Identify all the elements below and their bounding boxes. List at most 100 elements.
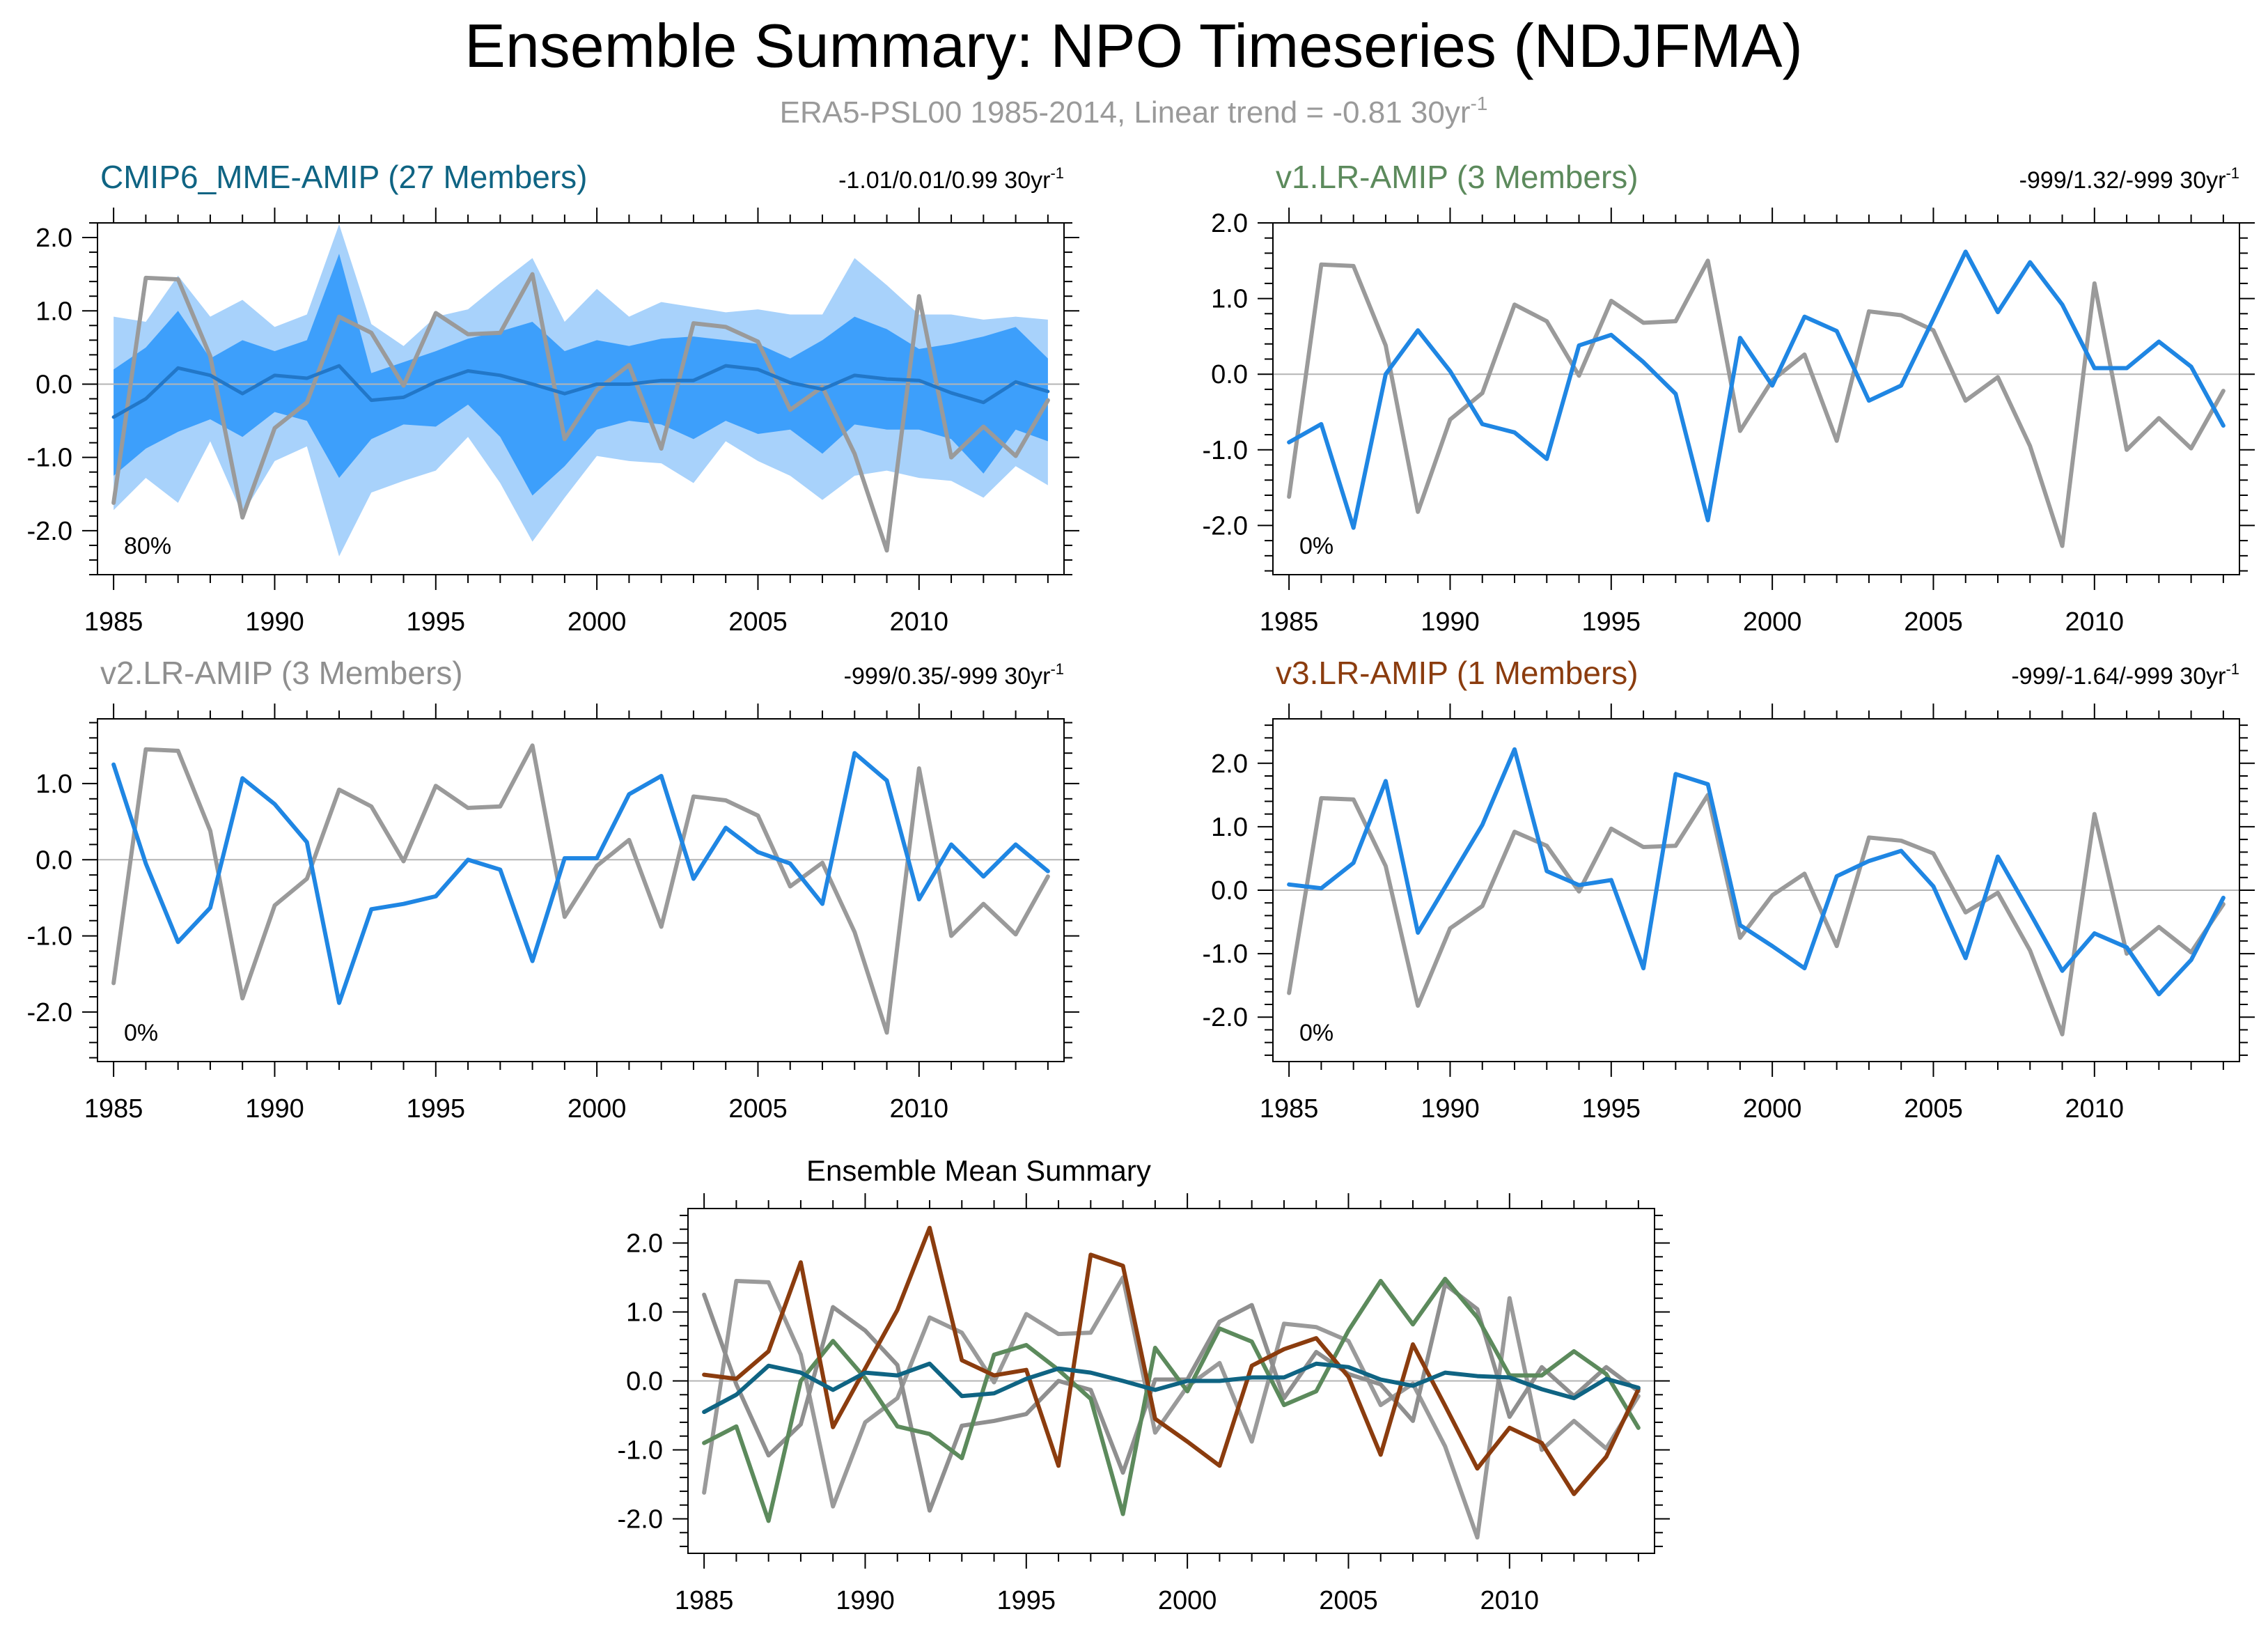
- plot-area: [1273, 249, 2239, 548]
- x-tick-label: 2010: [2065, 607, 2125, 637]
- y-tick-label: 2.0: [1211, 749, 1248, 779]
- plot-frame: [1272, 222, 2240, 575]
- trend-sup: -1: [2226, 660, 2239, 678]
- chart-panel-p5: 1985 1990 1995 2000 2005 2010 2.0 1.0 0.0 -1.0 -2.…: [618, 1154, 1670, 1615]
- y-tick-label: -1.0: [618, 1436, 663, 1466]
- y-tick-label: 2.0: [1211, 209, 1248, 238]
- y-tick-label: 2.0: [36, 224, 72, 253]
- x-tick-label: 1995: [407, 1094, 466, 1124]
- panel-title: v3.LR-AMIP (1 Members): [1276, 655, 1639, 691]
- plot-area: [1273, 747, 2239, 1036]
- y-tick-label: -1.0: [27, 444, 72, 473]
- panel-title: v1.LR-AMIP (3 Members): [1276, 159, 1639, 195]
- x-tick-label: 1990: [245, 607, 304, 637]
- y-tick-label: -1.0: [1203, 436, 1248, 465]
- x-tick-label: 2005: [728, 607, 788, 637]
- trend-text: -999/0.35/-999 30yr: [844, 663, 1051, 690]
- x-tick-label: 2010: [890, 607, 949, 637]
- x-tick-label: 1985: [1260, 1094, 1319, 1124]
- x-tick-label: 1995: [407, 607, 466, 637]
- x-axis: 1985 1990 1995 2000 2005 2010: [1260, 704, 2224, 1124]
- y-tick-label: 1.0: [1211, 285, 1248, 314]
- panel-title: Ensemble Mean Summary: [806, 1154, 1151, 1187]
- chart-panel-p3: 1985 1990 1995 2000 2005 2010 1.0 0.0 -1.0 -2.0 v2…: [27, 655, 1079, 1124]
- y-tick-label: 1.0: [36, 770, 72, 799]
- chart-panel-p2: 1985 1990 1995 2000 2005 2010 2.0 1.0 0.0 -1.0 -2.…: [1203, 159, 2255, 637]
- y-tick-label: -1.0: [1203, 940, 1248, 969]
- trend-sup: -1: [2226, 164, 2239, 182]
- panel-trend-label: -999/0.35/-999 30yr-1: [844, 660, 1064, 690]
- x-tick-label: 1990: [836, 1586, 895, 1615]
- series-line-v2-lr-amip-ensemble-mean: [111, 751, 1050, 1005]
- panel-title: CMIP6_MME-AMIP (27 Members): [100, 159, 588, 195]
- panel-corner-label: 0%: [1299, 533, 1334, 559]
- chart-panel-p1: 1985 1990 1995 2000 2005 2010 2.0 1.0 0.0 -1.0 -2.…: [27, 159, 1079, 637]
- y-tick-label: 0.0: [626, 1367, 663, 1397]
- x-tick-label: 2010: [890, 1094, 949, 1124]
- series-line-era5-psl00: [111, 743, 1050, 1035]
- y-tick-label: 2.0: [626, 1229, 663, 1259]
- series-line-era5-psl00: [1287, 793, 2226, 1036]
- x-tick-label: 1990: [1421, 1094, 1480, 1124]
- y-tick-label: 0.0: [36, 370, 72, 399]
- y-tick-label: 1.0: [626, 1298, 663, 1328]
- x-tick-label: 2000: [1743, 1094, 1802, 1124]
- series-line-era5-psl00: [702, 1275, 1641, 1540]
- y-axis: 2.0 1.0 0.0 -1.0 -2.0: [1203, 724, 2255, 1056]
- x-tick-label: 1985: [1260, 607, 1319, 637]
- x-tick-label: 1995: [997, 1586, 1056, 1615]
- x-tick-label: 2000: [1158, 1586, 1217, 1615]
- panel-corner-label: 0%: [124, 1020, 158, 1046]
- series-line-era5-psl00: [111, 272, 1050, 553]
- chart-panel-p4: 1985 1990 1995 2000 2005 2010 2.0 1.0 0.0 -1.0 -2.…: [1203, 655, 2255, 1124]
- y-tick-label: 1.0: [36, 297, 72, 326]
- x-tick-label: 1990: [1421, 607, 1480, 637]
- x-tick-label: 2000: [568, 607, 627, 637]
- trend-sup: -1: [1050, 660, 1064, 678]
- series-line-cmip6-mme-amip-ensemble-mean: [111, 364, 1050, 419]
- series-line-v1-lr-amip: [702, 1276, 1641, 1523]
- y-tick-label: 0.0: [1211, 360, 1248, 389]
- x-tick-label: 1995: [1582, 607, 1641, 637]
- x-tick-label: 2010: [2065, 1094, 2125, 1124]
- trend-sup: -1: [1050, 164, 1064, 182]
- y-axis: 2.0 1.0 0.0 -1.0 -2.0: [618, 1214, 1670, 1548]
- plot-area: [688, 1225, 1655, 1540]
- x-tick-label: 1985: [84, 607, 143, 637]
- x-axis: 1985 1990 1995 2000 2005 2010: [675, 1193, 1639, 1615]
- y-tick-label: 0.0: [1211, 876, 1248, 906]
- panel-trend-label: -999/-1.64/-999 30yr-1: [2011, 660, 2239, 690]
- y-tick-label: -2.0: [27, 517, 72, 546]
- panel-trend-label: -999/1.32/-999 30yr-1: [2019, 164, 2239, 194]
- x-tick-label: 2000: [568, 1094, 627, 1124]
- x-axis: 1985 1990 1995 2000 2005 2010: [84, 208, 1049, 637]
- trend-text: -999/1.32/-999 30yr: [2019, 167, 2226, 194]
- trend-text: -999/-1.64/-999 30yr: [2011, 663, 2226, 690]
- x-axis: 1985 1990 1995 2000 2005 2010: [84, 704, 1049, 1124]
- x-tick-label: 2005: [728, 1094, 788, 1124]
- y-tick-label: -2.0: [27, 998, 72, 1027]
- y-tick-label: -2.0: [618, 1505, 663, 1535]
- panel-corner-label: 0%: [1299, 1020, 1334, 1046]
- trend-text: -1.01/0.01/0.99 30yr: [838, 167, 1050, 194]
- figure-subtitle: ERA5-PSL00 1985-2014, Linear trend = -0.…: [780, 93, 1488, 130]
- figure-title: Ensemble Summary: NPO Timeseries (NDJFMA…: [464, 11, 1803, 80]
- y-axis: 2.0 1.0 0.0 -1.0 -2.0: [1203, 209, 2255, 572]
- y-axis: 1.0 0.0 -1.0 -2.0: [27, 722, 1079, 1059]
- x-tick-label: 1995: [1582, 1094, 1641, 1124]
- y-tick-label: -1.0: [27, 922, 72, 951]
- spread-band-inner: [114, 254, 1048, 496]
- series-line-v1-lr-amip-ensemble-mean: [1287, 249, 2226, 530]
- chart-panels: 1985 1990 1995 2000 2005 2010 2.0 1.0 0.0 -1.0 -2.…: [27, 159, 2255, 1615]
- x-tick-label: 1985: [675, 1586, 734, 1615]
- x-tick-label: 1990: [245, 1094, 304, 1124]
- panel-trend-label: -1.01/0.01/0.99 30yr-1: [838, 164, 1064, 194]
- panel-title: v2.LR-AMIP (3 Members): [100, 655, 463, 691]
- y-tick-label: -2.0: [1203, 1003, 1248, 1032]
- y-tick-label: 1.0: [1211, 813, 1248, 842]
- series-line-cmip6-mme-amip: [702, 1361, 1641, 1415]
- series-line-era5-psl00: [1287, 258, 2226, 548]
- y-axis: 2.0 1.0 0.0 -1.0 -2.0: [27, 222, 1079, 575]
- x-tick-label: 2005: [1319, 1586, 1378, 1615]
